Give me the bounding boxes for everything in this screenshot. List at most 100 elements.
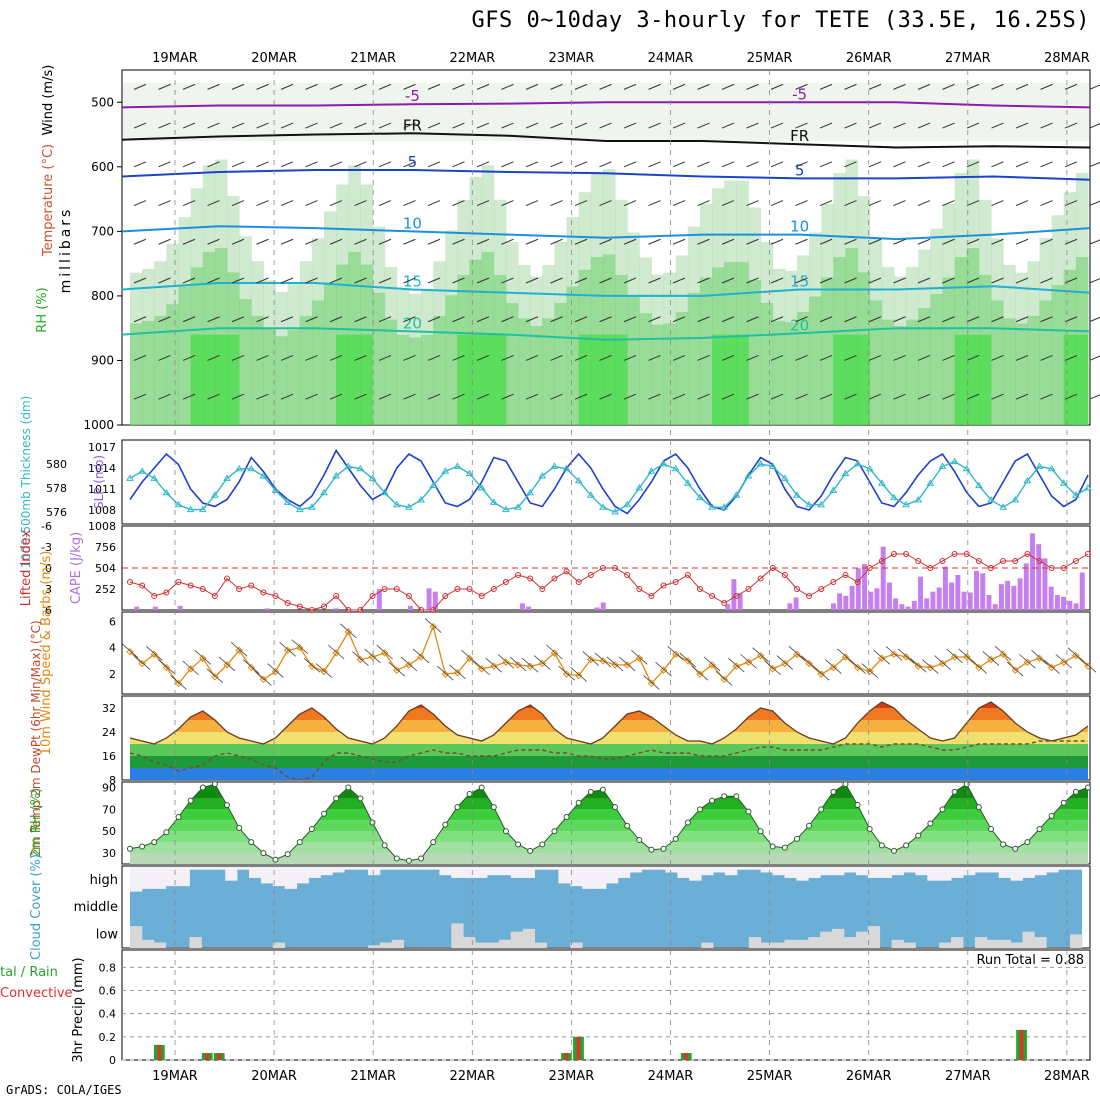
rh-marker [515,841,522,848]
rh-shade [421,334,434,425]
wind-barb [378,122,392,129]
cloud-high-cell [867,867,881,878]
rh-marker [818,806,825,813]
wind-barb [256,238,269,245]
wind-barb [1089,278,1100,284]
cape-bar [1011,585,1017,610]
cloud-low-bar [986,939,1000,948]
wind-barb [721,83,735,90]
wind-barb [329,393,343,400]
cape-bar [911,600,917,610]
rh-marker [466,791,473,798]
wind-barb [256,354,269,361]
wind-barb-10m [825,659,842,674]
wind-barb [844,238,857,245]
rh-tick-label: 90 [102,781,116,794]
y-tick-label: 600 [91,160,114,174]
rh-shade [202,334,216,425]
rh-marker [393,855,400,862]
rh-marker [405,857,412,864]
wind-barb [550,393,563,400]
rh-shade [433,315,446,425]
thickness-marker [186,505,195,513]
wind-barb [158,83,171,90]
rh-marker [224,801,231,808]
cloud-high-cell [463,867,476,878]
thickness-marker [405,503,413,510]
cloud-low-bar [1034,937,1047,948]
date-label-top: 19MAR [152,51,198,66]
wind-barb-10m [546,644,563,660]
wind-barb [452,200,465,207]
wind-barb [158,316,171,323]
rh-shade [445,295,458,425]
wind-barb [133,354,147,361]
wind-barb [427,354,441,361]
rh-marker [987,826,994,833]
wind-barb-10m [570,667,587,682]
rh-marker [721,793,728,800]
li-marker [211,593,218,599]
rh-shade [481,334,495,425]
rh-shade [493,334,507,425]
rh-shade [1063,334,1077,425]
cloud-high-cell [665,867,678,873]
rh-marker [502,828,509,835]
side-label-rh: RH (%) [35,287,50,332]
y-tick-label: 500 [91,95,114,109]
thickness-marker [138,467,147,474]
wind-barb-10m [582,651,600,666]
wind-barb [721,277,735,284]
wind-barb [427,200,441,207]
wind-barb [476,238,490,245]
wind-barb-10m [873,649,891,665]
thickness-marker [562,464,571,472]
wind-tick-label: 2 [109,668,116,681]
cloud-high-cell [772,867,785,876]
cloud-high-cell [284,867,297,889]
wind-barb [476,393,490,400]
wind-barb [280,393,294,400]
thickness-marker [332,472,341,479]
li-marker [1085,551,1091,557]
wind-barb [942,238,955,245]
wind-barb [697,316,710,323]
thickness-marker [126,474,134,481]
cloud-high-cell [594,867,607,889]
wind-barb [844,354,857,361]
wind-barb [917,277,931,284]
wind-barb [648,277,661,284]
cloud-low-bar [772,942,785,948]
temp-axis-label: 2m Temp 2m DewPt (6hr Min/Max) (°C) [29,620,43,855]
rh-shade [736,334,749,425]
rh-shade [748,280,762,425]
wind-barb [868,161,882,168]
rh-shade [263,328,277,425]
wind-barb [280,238,294,245]
rh-shade [251,315,264,425]
wind-barb [305,277,318,284]
li-marker [272,593,279,599]
wind-barb [868,316,882,323]
wind-barb [917,393,931,400]
cloud-high-cell [1010,867,1023,881]
li-marker [793,586,800,592]
cape-bar [986,595,992,610]
slp-tick-label: 1011 [88,483,116,496]
wind-barb [476,122,490,129]
thickness-marker [283,498,292,505]
rh-marker [296,839,303,846]
cloud-high-cell [558,867,571,884]
rh-marker [709,797,716,804]
li-marker [551,575,558,582]
wind-barb [207,238,220,245]
isotherm-label: 5 [795,161,805,179]
cloud-high-cell [368,867,381,876]
cloud-low-bar [189,937,202,948]
wind-barb [746,316,759,323]
wind-barb-10m [340,623,357,639]
wind-barb [476,277,490,284]
cape-bar [893,598,899,610]
wind-barb [550,316,563,323]
cape-bar [930,591,936,610]
